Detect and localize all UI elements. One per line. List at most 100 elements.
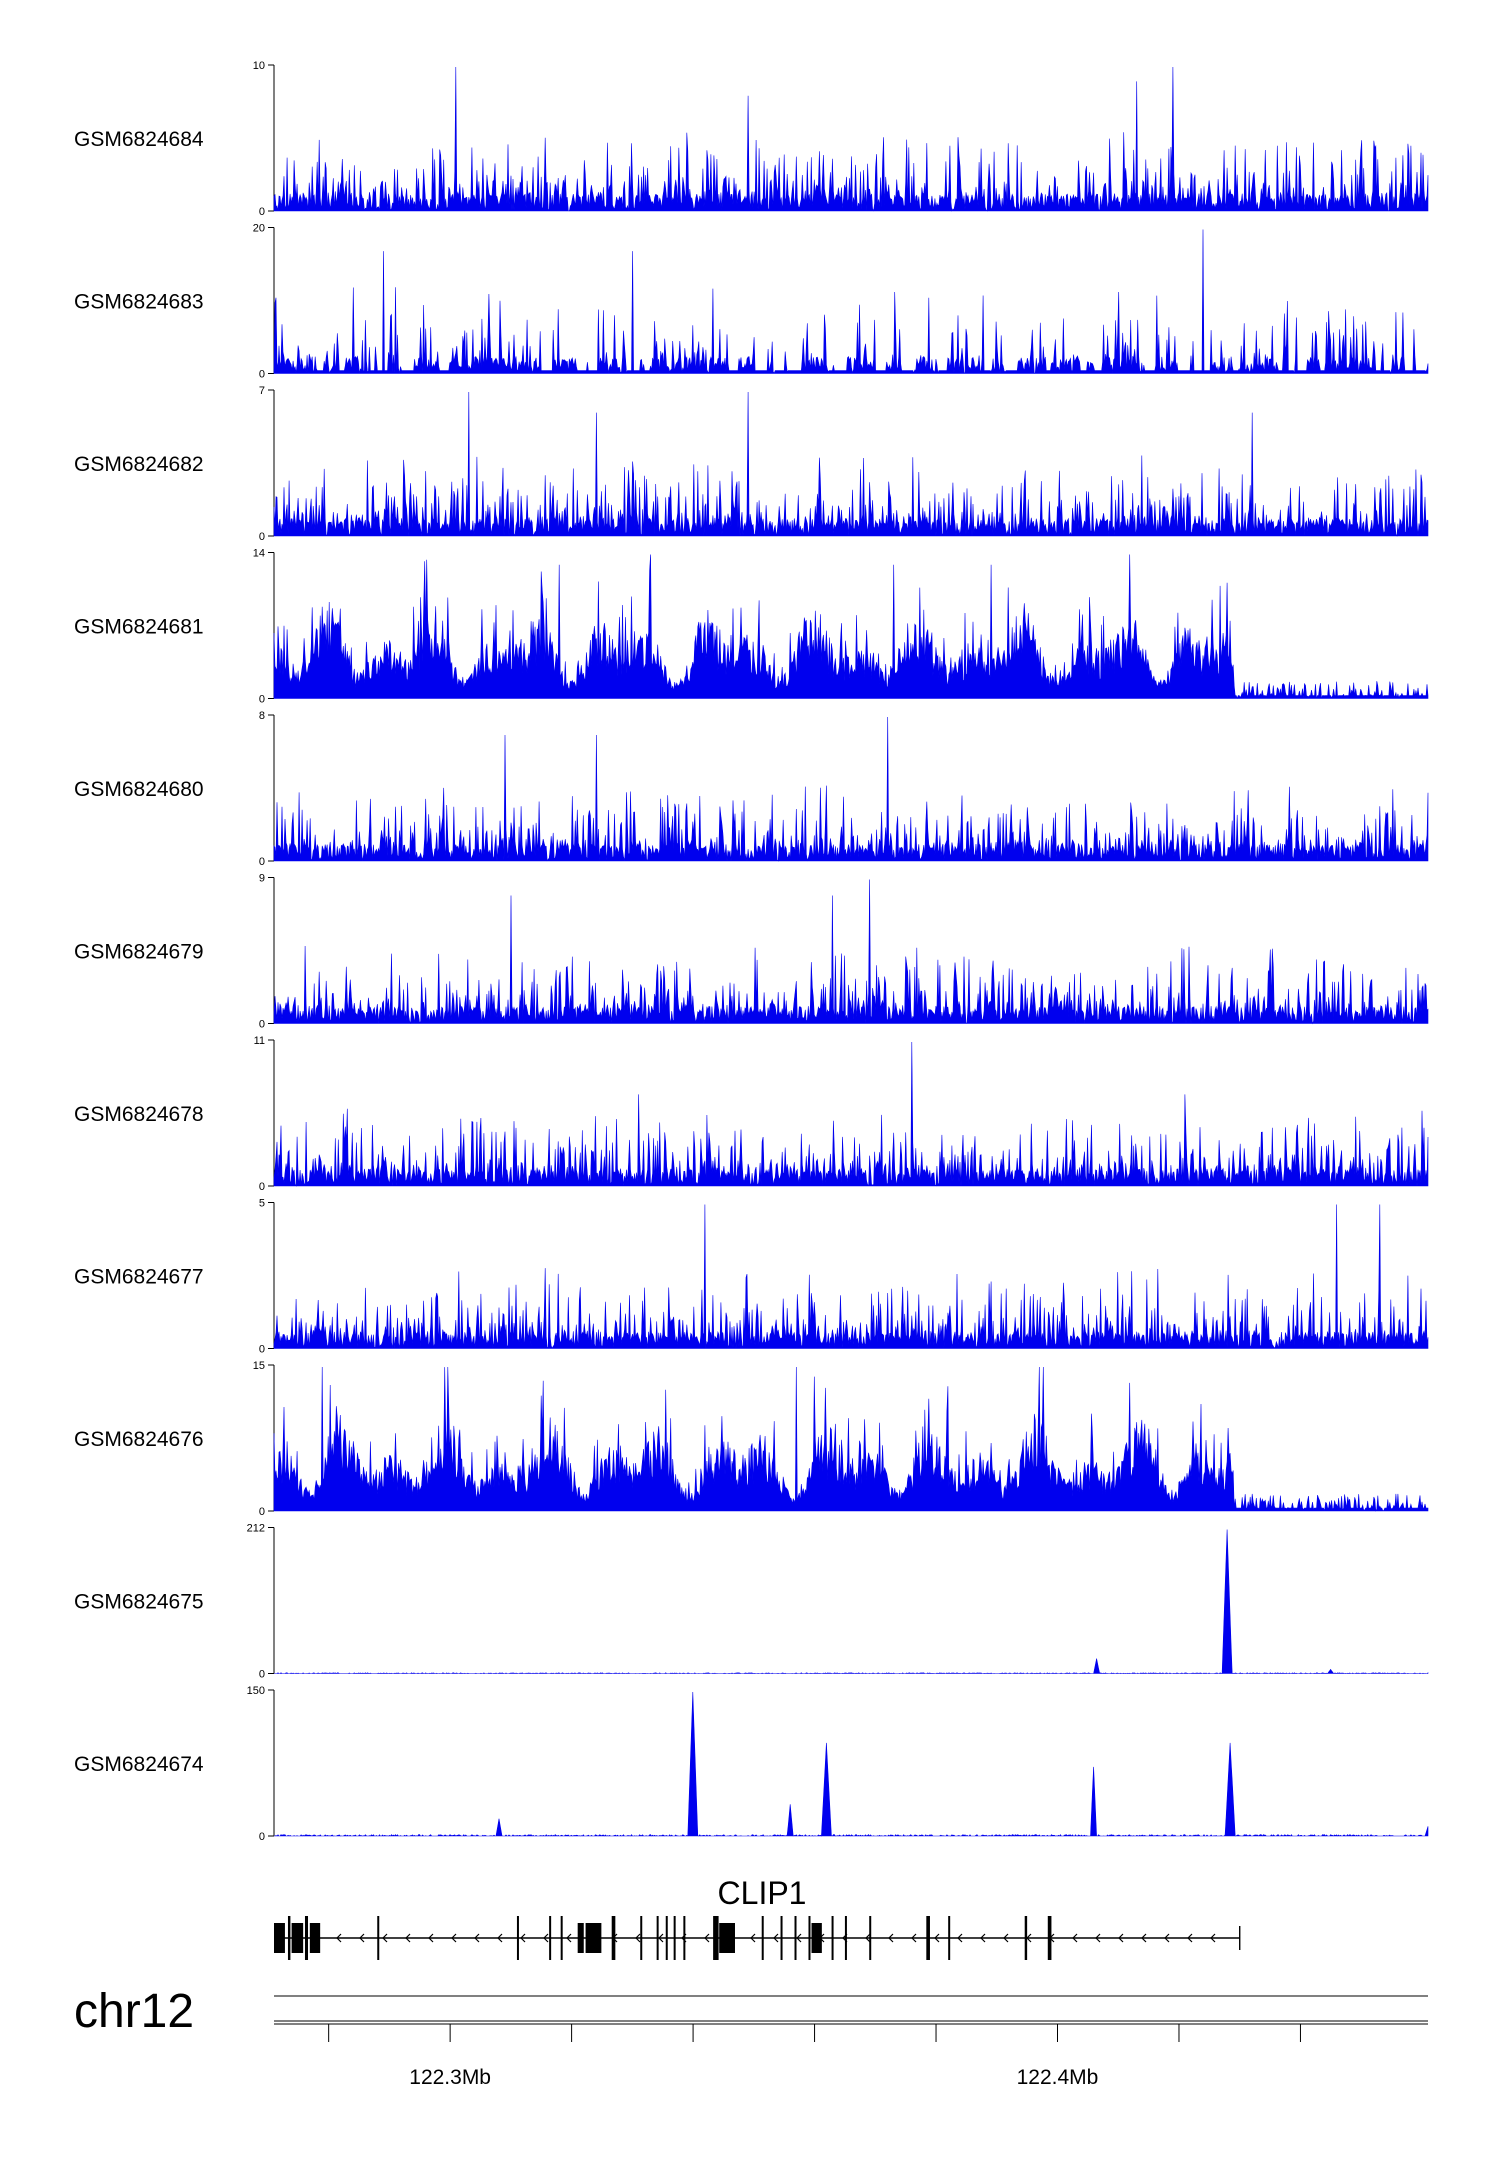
gene-exon: [831, 1916, 834, 1960]
gene-exon: [640, 1916, 643, 1960]
gene-exon: [683, 1916, 686, 1960]
strand-arrow: [865, 1933, 871, 1943]
chromosome-label: chr12: [74, 1985, 194, 2038]
strand-arrow: [635, 1933, 641, 1943]
strand-arrow: [957, 1933, 963, 1943]
strand-arrow: [888, 1933, 894, 1943]
track-GSM6824683: GSM6824683 20 0: [74, 223, 1429, 381]
strand-arrow: [658, 1933, 664, 1943]
y-max-label: 11: [254, 1035, 265, 1047]
strand-arrow: [405, 1933, 411, 1943]
strand-arrow: [497, 1933, 503, 1943]
gene-exon: [287, 1916, 291, 1960]
gene-exon: [656, 1916, 659, 1960]
y-min-label: 0: [259, 1669, 265, 1681]
y-max-label: 8: [259, 710, 265, 722]
genome-axis-label: 122.3Mb: [409, 2066, 491, 2089]
y-min-label: 0: [259, 1831, 265, 1843]
coverage-tracks: GSM6824684100GSM6824683200GSM682468270GS…: [74, 60, 1429, 1843]
gene-exon: [844, 1916, 847, 1960]
gene-name-label: CLIP1: [718, 1875, 807, 1911]
gene-exon: [794, 1916, 797, 1960]
y-max-label: 212: [247, 1523, 265, 1535]
track-GSM6824675: GSM6824675 212 0: [74, 1523, 1429, 1681]
y-min-label: 0: [259, 856, 265, 868]
gene-exon: [780, 1916, 783, 1960]
gene-exon: [577, 1923, 584, 1953]
y-min-label: 0: [259, 206, 265, 218]
gene-exon: [808, 1916, 811, 1960]
strand-arrow: [1095, 1933, 1101, 1943]
coverage-signal-area: [274, 1529, 1429, 1674]
y-max-label: 150: [247, 1685, 265, 1697]
strand-arrow: [474, 1933, 480, 1943]
gene-exon: [291, 1923, 304, 1953]
gene-exon: [811, 1923, 822, 1953]
strand-arrow: [1187, 1933, 1193, 1943]
gene-exon: [673, 1916, 676, 1960]
strand-arrow: [934, 1933, 940, 1943]
gene-exon: [549, 1916, 552, 1960]
y-min-label: 0: [259, 369, 265, 381]
gene-exon: [516, 1916, 519, 1960]
gene-exon: [665, 1916, 668, 1960]
track-label: GSM6824681: [74, 616, 204, 639]
y-min-label: 0: [259, 1506, 265, 1518]
gene-exon: [611, 1916, 616, 1960]
strand-arrow: [520, 1933, 526, 1943]
coverage-signal-area: [273, 1204, 1429, 1349]
strand-arrow: [773, 1933, 779, 1943]
track-GSM6824674: GSM6824674 150 0: [74, 1685, 1429, 1843]
track-GSM6824682: GSM6824682 7 0: [74, 385, 1429, 543]
track-label: GSM6824680: [74, 778, 204, 801]
strand-arrow: [359, 1933, 365, 1943]
gene-exon: [926, 1916, 930, 1960]
track-GSM6824680: GSM6824680 8 0: [74, 710, 1429, 868]
strand-arrow: [704, 1933, 710, 1943]
strand-arrow: [428, 1933, 434, 1943]
track-GSM6824681: GSM6824681 14 0: [74, 548, 1429, 706]
track-label: GSM6824679: [74, 941, 204, 964]
y-max-label: 10: [253, 60, 265, 72]
strand-arrow: [1164, 1933, 1170, 1943]
gene-exon: [761, 1916, 764, 1960]
coverage-signal-area: [273, 229, 1429, 375]
gene-exon: [1047, 1916, 1052, 1960]
gene-exon: [377, 1916, 380, 1960]
y-max-label: 9: [259, 873, 265, 885]
track-label: GSM6824675: [74, 1591, 204, 1614]
coverage-signal-area: [273, 1366, 1429, 1512]
y-max-label: 20: [253, 223, 265, 235]
coverage-signal-area: [273, 879, 1429, 1025]
strand-arrow: [1003, 1933, 1009, 1943]
strand-arrow: [1210, 1933, 1216, 1943]
y-min-label: 0: [259, 1344, 265, 1356]
coverage-signal-area: [273, 716, 1429, 862]
y-min-label: 0: [259, 531, 265, 543]
track-label: GSM6824674: [74, 1753, 204, 1776]
gene-exon: [1024, 1916, 1028, 1960]
coverage-signal-area: [273, 391, 1429, 537]
gene-exon: [560, 1916, 563, 1960]
coverage-signal-area: [273, 1041, 1429, 1187]
track-label: GSM6824682: [74, 453, 204, 476]
y-min-label: 0: [259, 694, 265, 706]
y-max-label: 14: [253, 548, 265, 560]
track-label: GSM6824683: [74, 291, 204, 314]
coverage-signal-area: [274, 1691, 1429, 1837]
track-label: GSM6824677: [74, 1266, 204, 1289]
strand-arrow: [796, 1933, 802, 1943]
gene-exon: [719, 1923, 735, 1953]
gene-annotation-track: CLIP1: [274, 1875, 1241, 1960]
gene-exon: [948, 1916, 951, 1960]
y-max-label: 5: [259, 1198, 265, 1210]
gene-exon: [304, 1916, 309, 1960]
gene-exon: [585, 1923, 602, 1953]
y-max-label: 15: [253, 1360, 265, 1372]
coverage-signal-area: [273, 554, 1429, 700]
y-min-label: 0: [259, 1181, 265, 1193]
strand-arrow: [750, 1933, 756, 1943]
strand-arrow: [382, 1933, 388, 1943]
genome-axis-label: 122.4Mb: [1017, 2066, 1099, 2089]
genome-axis: chr12 122.3Mb 122.4Mb: [74, 1985, 1428, 2089]
